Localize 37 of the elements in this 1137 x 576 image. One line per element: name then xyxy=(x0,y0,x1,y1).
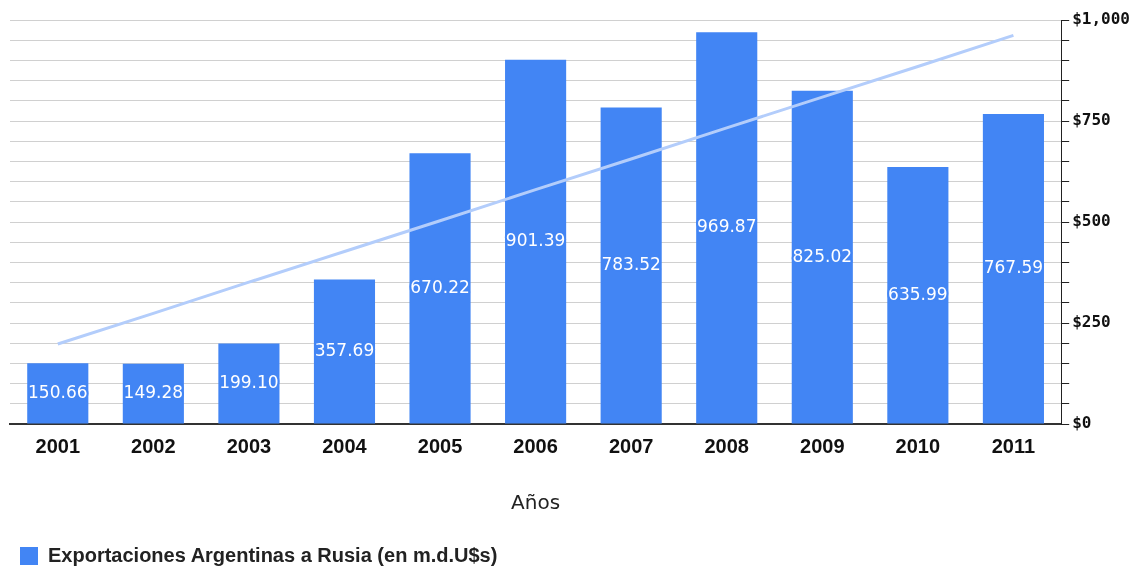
bar xyxy=(409,153,471,424)
y-tick-label: $500 xyxy=(1072,211,1111,231)
x-tick-label: 2006 xyxy=(513,434,558,457)
data-label: 635.99 xyxy=(888,283,948,304)
x-tick-label: 2011 xyxy=(991,434,1036,457)
y-tick-label: $0 xyxy=(1072,413,1092,433)
bar xyxy=(791,90,853,424)
y-tick-label: $1,000 xyxy=(1072,9,1130,29)
bar xyxy=(505,59,567,424)
data-label: 670.22 xyxy=(410,276,470,297)
y-tick-label: $250 xyxy=(1072,312,1111,332)
x-tick-label: 2001 xyxy=(35,434,81,457)
data-label: 969.87 xyxy=(696,216,757,237)
x-tick-label: 2002 xyxy=(131,434,176,457)
x-tick-label: 2009 xyxy=(800,434,845,457)
x-axis-title: Años xyxy=(511,490,561,515)
data-label: 357.69 xyxy=(314,339,375,360)
data-label: 825.02 xyxy=(792,245,853,266)
bar xyxy=(887,167,949,424)
x-tick-label: 2007 xyxy=(608,434,654,457)
data-label: 150.66 xyxy=(28,381,88,402)
bar xyxy=(600,107,662,424)
bar xyxy=(313,279,376,424)
data-label: 783.52 xyxy=(601,253,661,274)
x-tick-label: 2008 xyxy=(704,434,749,457)
y-tick-label: $750 xyxy=(1072,110,1111,130)
x-tick-label: 2010 xyxy=(895,434,941,457)
x-tick-label: 2005 xyxy=(417,434,463,457)
x-tick-label: 2003 xyxy=(226,434,272,457)
bar xyxy=(696,32,758,424)
data-label: 149.28 xyxy=(123,382,184,403)
legend-label: Exportaciones Argentinas a Rusia (en m.d.U$s) xyxy=(48,543,498,566)
data-label: 199.10 xyxy=(219,371,279,392)
x-tick-label: 2004 xyxy=(322,434,368,457)
bar xyxy=(982,113,1044,424)
data-label: 767.59 xyxy=(983,257,1044,278)
data-label: 901.39 xyxy=(505,230,566,251)
